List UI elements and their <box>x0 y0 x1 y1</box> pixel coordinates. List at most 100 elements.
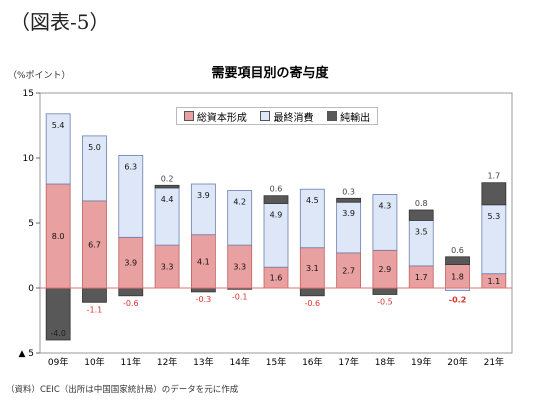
bar-capital <box>45 183 71 289</box>
x-tick-label: 17年 <box>338 356 358 368</box>
bar-consumption <box>154 187 180 246</box>
bar-capital <box>299 247 325 289</box>
data-label-net_exports: -0.6 <box>305 299 321 308</box>
data-label-net_exports: -0.5 <box>377 298 393 307</box>
data-label-capital: 1.7 <box>415 273 428 282</box>
y-unit-label: （%ポイント） <box>8 71 71 81</box>
data-label-net_exports: -4.0 <box>50 329 66 338</box>
data-label-net_exports: 0.8 <box>415 199 428 208</box>
x-tick-label: 18年 <box>375 356 395 368</box>
data-label-net_exports: 1.7 <box>487 172 500 181</box>
data-label-consumption: 3.5 <box>415 227 428 236</box>
bar-net-exports <box>45 287 71 341</box>
data-label-consumption: 4.3 <box>379 201 392 210</box>
chart-title: 需要項目別の寄与度 <box>211 66 329 81</box>
bar-net-exports <box>190 287 216 293</box>
data-label-capital: 1.8 <box>451 272 464 281</box>
bar-net-exports <box>263 195 289 204</box>
y-tick-label: 5 <box>28 219 34 229</box>
legend-swatch-net-exports <box>327 111 338 121</box>
data-label-capital: 8.0 <box>52 232 65 241</box>
data-label-consumption: 4.9 <box>270 211 283 220</box>
bar-net-exports <box>445 256 470 265</box>
source-note: （資料）CEIC（出所は中国国家統計局）のデータを元に作成 <box>6 385 239 395</box>
data-label-capital: 4.1 <box>197 257 210 266</box>
data-label-consumption: 6.3 <box>124 162 137 171</box>
x-tick-label: 14年 <box>229 356 249 368</box>
legend-item-net-exports: 純輸出 <box>327 109 370 124</box>
data-label-consumption: 5.0 <box>88 143 101 152</box>
data-label-net_exports: 0.2 <box>161 174 174 183</box>
data-label-consumption: 5.3 <box>487 212 500 221</box>
x-tick-label: 21年 <box>484 356 504 368</box>
x-tick-label: 13年 <box>193 356 213 368</box>
bar-consumption <box>299 188 325 249</box>
bar-capital <box>227 244 253 289</box>
legend-item-capital: 総資本形成 <box>183 109 247 124</box>
data-label-consumption: 4.4 <box>161 195 174 204</box>
data-label-net_exports: -0.3 <box>196 295 212 304</box>
data-label-net_exports: -1.1 <box>87 305 103 314</box>
x-tick-label: 09年 <box>48 356 68 368</box>
x-tick-label: 16年 <box>302 356 322 368</box>
bar-consumption <box>481 204 507 275</box>
data-label-capital: 3.1 <box>306 264 319 273</box>
figure-label: （図表-5） <box>10 10 110 34</box>
bar-net-exports <box>154 184 180 189</box>
bar-net-exports <box>372 287 398 295</box>
bar-consumption <box>263 203 289 268</box>
data-label-net_exports: 0.3 <box>342 187 355 196</box>
legend-label-consumption: 最終消費 <box>273 112 314 124</box>
data-label-capital: 3.3 <box>233 263 246 272</box>
data-label-net_exports: 0.6 <box>270 185 283 194</box>
bar-consumption <box>118 154 144 238</box>
data-label-net_exports: 0.6 <box>451 246 464 255</box>
x-tick-label: 19年 <box>411 356 431 368</box>
bar-net-exports <box>481 182 507 206</box>
data-label-capital: 1.1 <box>487 277 500 286</box>
x-tick-label: 20年 <box>447 356 467 368</box>
legend-label-capital: 総資本形成 <box>196 112 247 124</box>
data-label-capital: 2.7 <box>342 266 355 275</box>
data-label-net_exports: -0.1 <box>232 292 248 301</box>
legend-label-net-exports: 純輸出 <box>340 112 371 124</box>
data-label-consumption: 4.2 <box>233 198 246 207</box>
x-tick-label: 15年 <box>266 356 286 368</box>
bar-capital <box>118 236 144 289</box>
data-label-capital: 2.9 <box>379 265 392 274</box>
y-tick-label: 0 <box>28 284 34 294</box>
data-label-consumption: 3.9 <box>342 209 355 218</box>
data-label-consumption: -0.2 <box>449 296 467 305</box>
x-tick-label: 10年 <box>84 356 104 368</box>
bar-net-exports <box>299 287 325 297</box>
y-tick-label: 10 <box>23 154 35 164</box>
legend-item-consumption: 最終消費 <box>260 109 313 124</box>
data-label-capital: 3.3 <box>161 263 174 272</box>
legend-swatch-capital <box>183 111 194 121</box>
bar-net-exports <box>336 197 362 203</box>
data-label-net_exports: -0.6 <box>123 299 139 308</box>
bar-net-exports <box>118 287 144 297</box>
bar-consumption <box>82 135 107 202</box>
legend-swatch-consumption <box>260 111 271 121</box>
data-label-consumption: 3.9 <box>197 191 210 200</box>
bar-net-exports <box>82 287 107 303</box>
bar-consumption <box>372 193 398 251</box>
chart-legend: 総資本形成 最終消費 純輸出 <box>176 107 378 125</box>
data-label-consumption: 5.4 <box>52 121 65 130</box>
data-label-capital: 1.6 <box>270 274 283 283</box>
y-tick-label: 15 <box>23 89 34 99</box>
bar-capital <box>336 252 362 289</box>
x-tick-label: 12年 <box>157 356 177 368</box>
y-tick-label: ▲ 5 <box>18 349 34 359</box>
bar-consumption <box>45 113 71 185</box>
data-label-capital: 6.7 <box>88 240 101 249</box>
data-label-consumption: 4.5 <box>306 196 319 205</box>
bar-net-exports <box>408 209 434 221</box>
bar-consumption <box>190 183 216 236</box>
bar-capital <box>190 234 216 289</box>
bar-consumption <box>227 190 253 246</box>
x-tick-label: 11年 <box>121 356 141 368</box>
bar-capital <box>82 200 107 289</box>
